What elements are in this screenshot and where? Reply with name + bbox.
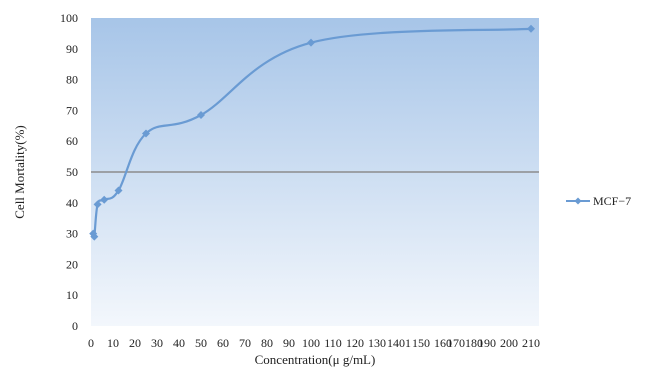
data-point-marker <box>197 111 205 120</box>
legend: MCF−7 <box>566 194 631 208</box>
y-tick-label: 0 <box>72 319 78 333</box>
y-tick-label: 20 <box>66 257 78 271</box>
x-tick-label: 100 <box>302 336 320 350</box>
x-tick-label: 40 <box>173 336 185 350</box>
x-tick-label: 90 <box>283 336 295 350</box>
x-axis-ticks: 0 10 20 30 40 50 60 70 80 90 100 110 120 130 1401 150 16… <box>88 336 540 350</box>
x-tick-label: 50 <box>195 336 207 350</box>
y-tick-label: 80 <box>66 73 78 87</box>
data-point-marker <box>307 38 315 47</box>
x-tick-label: 20 <box>129 336 141 350</box>
x-tick-label: 1401 <box>387 336 411 350</box>
data-point-marker <box>142 129 150 138</box>
y-tick-label: 90 <box>66 42 78 56</box>
data-point-marker <box>100 195 109 204</box>
data-point-marker <box>93 200 102 209</box>
x-tick-label: 70 <box>239 336 251 350</box>
x-axis-title: Concentration(μ g/mL) <box>255 352 376 367</box>
x-tick-label: 190 <box>478 336 496 350</box>
y-tick-label: 60 <box>66 134 78 148</box>
x-tick-label: 210 <box>522 336 540 350</box>
series-layer <box>89 24 535 241</box>
x-tick-label: 60 <box>217 336 229 350</box>
y-tick-label: 10 <box>66 288 78 302</box>
data-point-marker <box>114 186 123 195</box>
y-tick-label: 40 <box>66 196 78 210</box>
x-tick-label: 150 <box>412 336 430 350</box>
data-point-marker <box>527 24 535 33</box>
y-tick-label: 70 <box>66 103 78 117</box>
x-tick-label: 130 <box>368 336 386 350</box>
x-tick-label: 170180 <box>447 336 483 350</box>
x-tick-label: 30 <box>151 336 163 350</box>
x-tick-label: 10 <box>107 336 119 350</box>
legend-label: MCF−7 <box>593 194 631 208</box>
x-tick-label: 0 <box>88 336 94 350</box>
y-axis-ticks: 0 10 20 30 40 50 60 70 80 90 100 <box>60 11 78 333</box>
x-tick-label: 80 <box>261 336 273 350</box>
x-tick-label: 160 <box>434 336 452 350</box>
y-tick-label: 50 <box>66 165 78 179</box>
y-tick-label: 30 <box>66 227 78 241</box>
x-tick-label: 110 <box>324 336 342 350</box>
data-point-marker <box>90 232 99 241</box>
x-tick-label: 120 <box>346 336 364 350</box>
x-tick-label: 200 <box>500 336 518 350</box>
series-line-mcf7 <box>92 27 532 240</box>
legend-marker <box>574 197 582 205</box>
y-axis-title: Cell Mortality(%) <box>12 125 27 219</box>
y-tick-label: 100 <box>60 11 78 25</box>
